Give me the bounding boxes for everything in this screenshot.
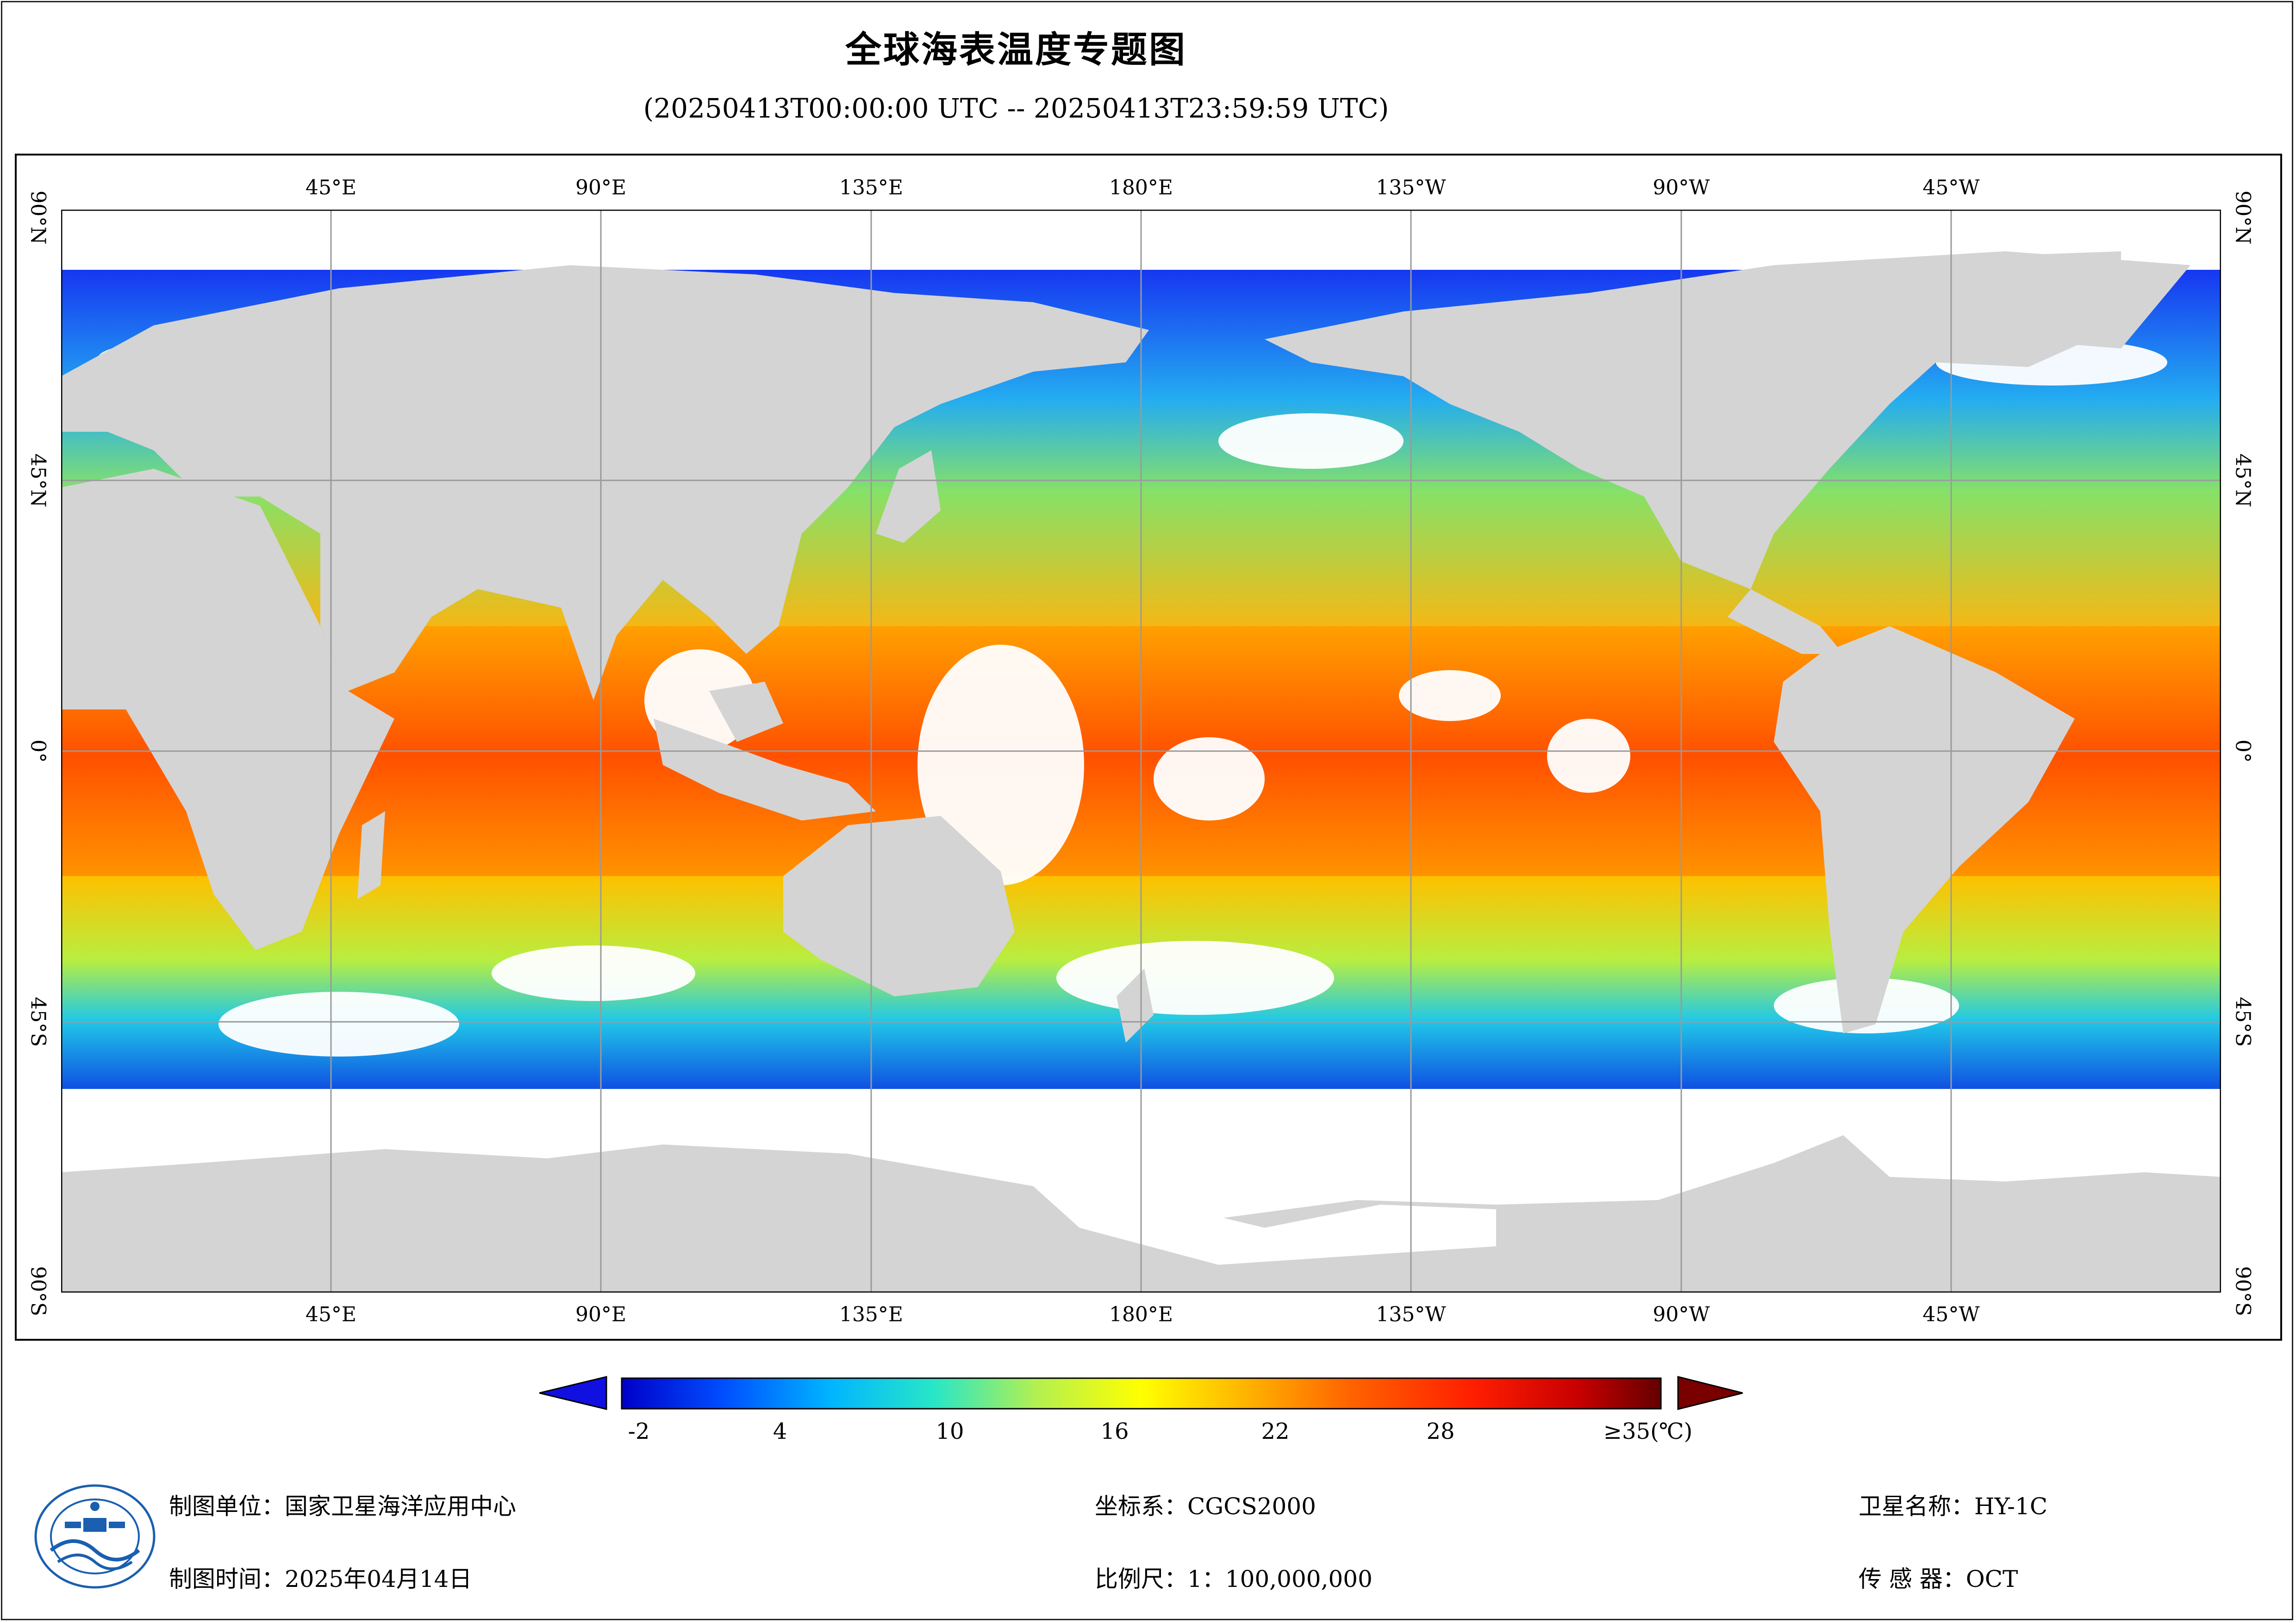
japan-islands xyxy=(876,450,941,543)
satellite-name-label: 卫星名称： xyxy=(1859,1493,1974,1520)
lon-label-top-180e: 180°E xyxy=(1109,176,1173,199)
lon-label-top-90w: 90°W xyxy=(1653,176,1710,199)
antarctic-ice-shelf xyxy=(1033,1186,1496,1265)
sst-map xyxy=(61,210,2221,1293)
map-scale: 比例尺：1：100,000,000 xyxy=(1095,1561,1373,1594)
lon-label-top-135w: 135°W xyxy=(1376,176,1446,199)
coordinate-system-value: CGCS2000 xyxy=(1187,1493,1316,1520)
south-america-landmass xyxy=(1774,626,2075,1033)
lon-label-top-45w: 45°W xyxy=(1922,176,1980,199)
production-unit-value: 国家卫星海洋应用中心 xyxy=(285,1493,516,1520)
lat-label-right-45n: 45°N xyxy=(2231,453,2255,508)
lon-label-bottom-135w: 135°W xyxy=(1376,1303,1446,1326)
nsoas-emblem-icon xyxy=(34,1484,156,1589)
satellite-name-value: HY-1C xyxy=(1974,1493,2048,1520)
africa-landmass xyxy=(61,469,394,950)
satellite-name: 卫星名称：HY-1C xyxy=(1859,1488,2047,1521)
coordinate-system: 坐标系：CGCS2000 xyxy=(1095,1488,1316,1521)
greenland-landmass xyxy=(1866,251,2121,367)
lat-label-right-0: 0° xyxy=(2231,740,2255,763)
arabia-landmass xyxy=(320,534,431,691)
production-unit-label: 制图单位： xyxy=(169,1493,285,1520)
lat-label-right-90s: 90°S xyxy=(2231,1266,2255,1317)
lon-label-top-90e: 90°E xyxy=(575,176,627,199)
colorbar-tick-label: 22 xyxy=(1261,1418,1290,1444)
colorbar-tick-label: -2 xyxy=(628,1418,650,1444)
map-title: 全球海表温度专题图 xyxy=(845,29,1187,71)
lat-label-left-45s: 45°S xyxy=(26,996,50,1047)
sensor-name-value: OCT xyxy=(1965,1566,2018,1592)
indonesia-islands xyxy=(654,719,876,821)
colorbar-under-arrow xyxy=(539,1376,607,1410)
lon-label-bottom-180e: 180°E xyxy=(1109,1303,1173,1326)
map-frame xyxy=(15,154,2282,1341)
production-time-value: 2025年04月14日 xyxy=(285,1566,472,1592)
colorbar-tick-label: 16 xyxy=(1100,1418,1129,1444)
production-time: 制图时间：2025年04月14日 xyxy=(169,1561,472,1594)
lat-label-left-0: 0° xyxy=(26,740,50,763)
colorbar-tick-label: 28 xyxy=(1426,1418,1455,1444)
color-bar xyxy=(539,1376,1743,1410)
map-scale-label: 比例尺： xyxy=(1095,1566,1187,1592)
lat-label-left-90s: 90°S xyxy=(26,1266,50,1317)
eurasia-landmass xyxy=(61,265,1149,700)
cloud-gaps xyxy=(98,339,2167,1057)
lon-label-bottom-90e: 90°E xyxy=(575,1303,627,1326)
madagascar-landmass xyxy=(357,811,385,899)
sensor-name-label: 传 感 器： xyxy=(1859,1566,1966,1592)
lat-label-left-90n: 90°N xyxy=(26,190,50,245)
new-zealand-islands xyxy=(1117,969,1154,1043)
central-america-landmass xyxy=(1728,589,1843,654)
production-time-label: 制图时间： xyxy=(169,1566,285,1592)
lon-label-top-45e: 45°E xyxy=(305,176,357,199)
sensor-name: 传 感 器：OCT xyxy=(1859,1561,2018,1594)
colorbar-tick-label: 4 xyxy=(773,1418,787,1444)
lon-label-bottom-45w: 45°W xyxy=(1922,1303,1980,1326)
australia-landmass xyxy=(783,816,1015,996)
colorbar-tick-label: ≥35(℃) xyxy=(1603,1418,1693,1444)
production-unit: 制图单位：国家卫星海洋应用中心 xyxy=(169,1488,516,1521)
lon-label-bottom-90w: 90°W xyxy=(1653,1303,1710,1326)
lat-label-right-45s: 45°S xyxy=(2231,996,2255,1047)
time-range-subtitle: (20250413T00:00:00 UTC -- 20250413T23:59… xyxy=(643,93,1389,124)
lon-label-bottom-135e: 135°E xyxy=(839,1303,904,1326)
colorbar-tick-label: 10 xyxy=(936,1418,964,1444)
lon-label-bottom-45e: 45°E xyxy=(305,1303,357,1326)
map-scale-value: 1：100,000,000 xyxy=(1187,1566,1373,1592)
lat-label-right-90n: 90°N xyxy=(2231,190,2255,245)
colorbar-gradient xyxy=(621,1377,1662,1410)
map-body-border xyxy=(61,210,2221,1293)
colorbar-over-arrow xyxy=(1677,1376,1743,1410)
lat-label-left-45n: 45°N xyxy=(26,453,50,508)
coordinate-system-label: 坐标系： xyxy=(1095,1493,1187,1520)
lon-label-top-135e: 135°E xyxy=(839,176,904,199)
graticule xyxy=(61,210,2221,1293)
borneo-island xyxy=(709,682,783,742)
